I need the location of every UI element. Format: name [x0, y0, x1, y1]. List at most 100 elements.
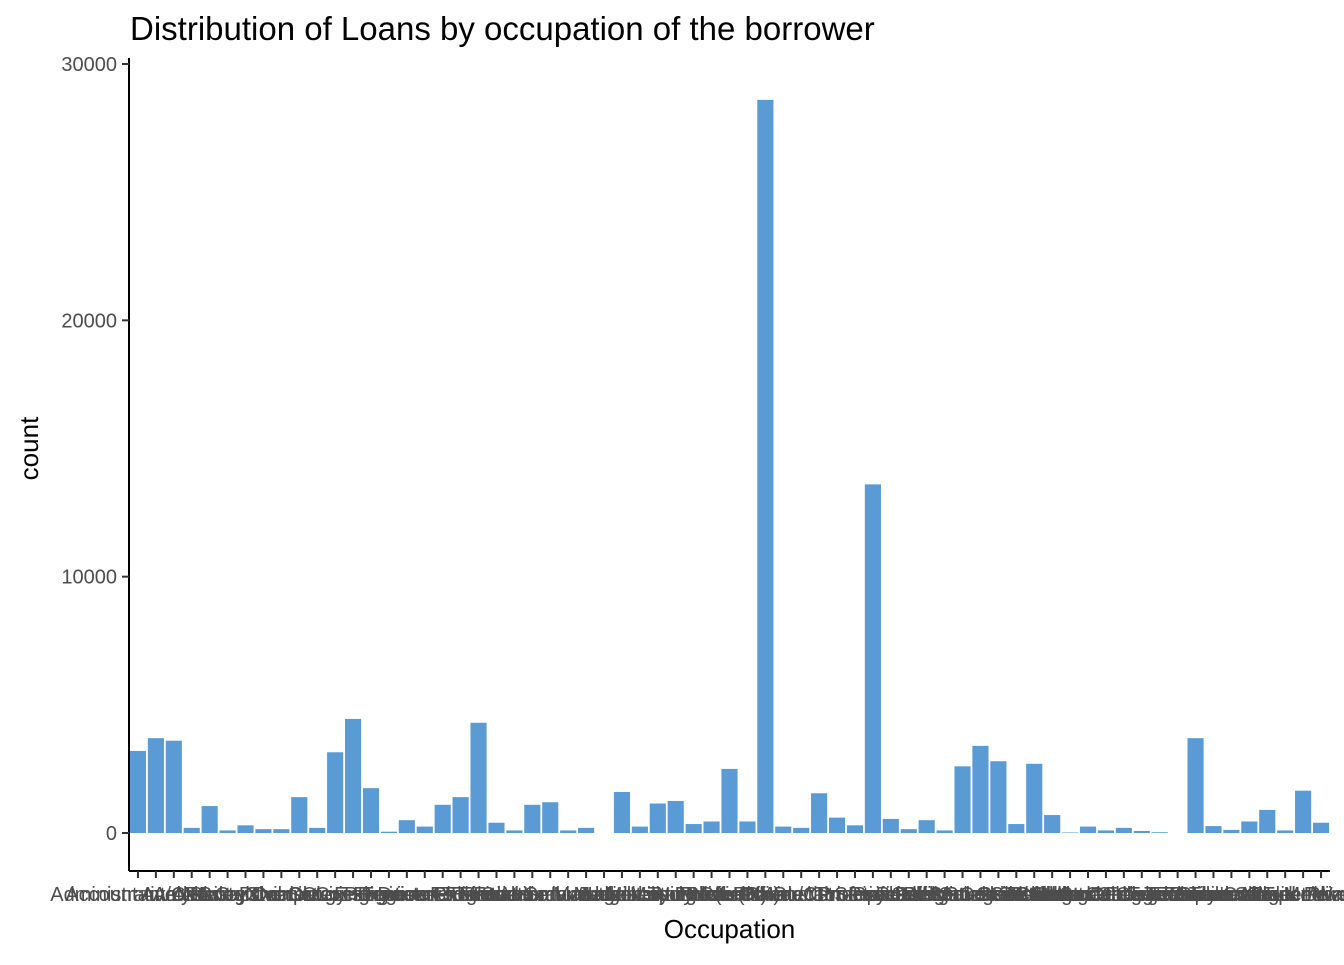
bar: [291, 797, 308, 833]
x-tick-label: Flight Attendant: [445, 884, 584, 906]
x-tick-label: Analyst: [141, 884, 207, 906]
x-tick-label: Sales - Commission: [892, 884, 1070, 906]
bar: [1079, 826, 1097, 833]
bar: [506, 830, 523, 833]
x-tick-label: Landscaping: [583, 884, 696, 906]
x-tick-label: Dentist: [358, 884, 421, 906]
bar: [255, 829, 272, 833]
bar: [828, 817, 846, 833]
bar: [703, 821, 720, 833]
x-tick-label: Computer Programmer: [251, 884, 456, 906]
x-tick-label: Realtor: [894, 884, 959, 906]
x-tick-label: Tradesman - Plumber: [1189, 884, 1344, 906]
bar: [864, 484, 881, 833]
x-tick-label: Religious: [903, 884, 985, 906]
x-tick-label: Teacher's Aide: [1149, 884, 1278, 906]
bar: [470, 722, 487, 833]
bar: [1295, 790, 1312, 833]
bar: [362, 788, 380, 833]
bar: [1187, 738, 1204, 833]
x-tick-label: Student - College Graduate Student: [929, 884, 1247, 906]
bar: [793, 827, 810, 833]
x-tick-label: Engineer - Electrical: [353, 884, 532, 906]
x-tick-label: Student - Community College: [1029, 884, 1290, 906]
x-tick-label: Food Service: [473, 884, 591, 906]
bar: [309, 827, 326, 833]
bar: [183, 827, 200, 833]
x-tick-label: Homemaker: [514, 884, 623, 906]
bar: [1241, 821, 1258, 833]
x-tick-label: Tradesman - Electrician: [1144, 884, 1344, 906]
bar: [1044, 815, 1061, 833]
bar: [900, 829, 917, 833]
bar: [667, 800, 684, 833]
x-tick-label: Civil Service: [244, 884, 354, 906]
bar: [1205, 826, 1222, 833]
x-tick-label: Social Worker: [990, 884, 1114, 906]
x-tick-label: Military Enlisted: [606, 884, 746, 906]
y-tick-label: 0: [106, 823, 117, 845]
y-axis-title: count: [14, 416, 44, 480]
bar: [1097, 830, 1114, 833]
x-tick-label: Biologist: [190, 884, 266, 906]
bar: [1277, 830, 1294, 833]
bar: [882, 818, 899, 833]
bar: [201, 806, 218, 833]
x-tick-label: Tradesman - Mechanic: [1165, 884, 1344, 906]
x-tick-label: Professor: [848, 884, 934, 906]
x-tick-label: Sales - Retail: [939, 884, 1058, 906]
x-tick-label: Architect: [153, 884, 231, 906]
x-tick-label: Medical Technician: [573, 884, 742, 906]
bar: [237, 825, 254, 833]
x-tick-label: Psychologist: [853, 884, 966, 906]
x-tick-label: Clerical: [302, 884, 369, 906]
bar: [954, 766, 971, 833]
bar: [918, 820, 935, 833]
x-tick-label: Student - College Freshman: [945, 884, 1195, 906]
x-tick-label: Engineer - Mechanical: [361, 884, 560, 906]
bar: [578, 827, 595, 833]
bar: [380, 831, 397, 833]
x-tick-label: Nurse's Aide: [692, 884, 804, 906]
bar: [685, 824, 702, 833]
x-tick-label: Student - College Senior: [1015, 884, 1233, 906]
y-tick-label: 20000: [61, 310, 117, 332]
bar: [560, 830, 577, 833]
bar: [129, 750, 147, 833]
x-tick-label: Military Officer: [630, 884, 758, 906]
bar: [434, 804, 451, 833]
x-tick-label: Clergy: [288, 884, 346, 906]
bar: [721, 768, 738, 833]
bar: [1062, 832, 1079, 833]
bar: [488, 822, 505, 833]
x-tick-label: Nurse (LPN): [656, 884, 767, 906]
x-tick-label: Waiter/Waitress: [1251, 884, 1344, 906]
bar: [649, 803, 666, 833]
x-tick-label: Accountant/CPA: [65, 884, 211, 906]
bar: [631, 826, 648, 833]
bar: [398, 820, 415, 833]
bar: [1115, 827, 1132, 833]
x-tick-label: Laborer: [587, 884, 656, 906]
bar: [1026, 763, 1043, 833]
bar: [1151, 832, 1168, 833]
bar: [452, 797, 469, 833]
x-tick-label: Tradesman - Carpenter: [1128, 884, 1335, 906]
x-tick-label: Other: [740, 884, 790, 906]
y-tick-label: 10000: [61, 567, 117, 589]
bar: [990, 761, 1007, 833]
chart-title: Distribution of Loans by occupation of t…: [130, 10, 875, 47]
x-tick-label: Engineer - Chemical: [334, 884, 515, 906]
x-tick-label: Postal Service: [773, 884, 901, 906]
x-tick-label: Student - Technical School: [1059, 884, 1295, 906]
x-tick-label: Fireman: [460, 884, 533, 906]
bar: [846, 825, 864, 833]
x-tick-label: Construction: [315, 884, 427, 906]
bar: [972, 745, 989, 833]
bar: [219, 830, 236, 833]
bar: [739, 821, 756, 833]
x-tick-label: Administrative Assistant: [50, 884, 262, 906]
bar: [542, 802, 559, 833]
x-tick-label: Attorney: [172, 884, 246, 906]
